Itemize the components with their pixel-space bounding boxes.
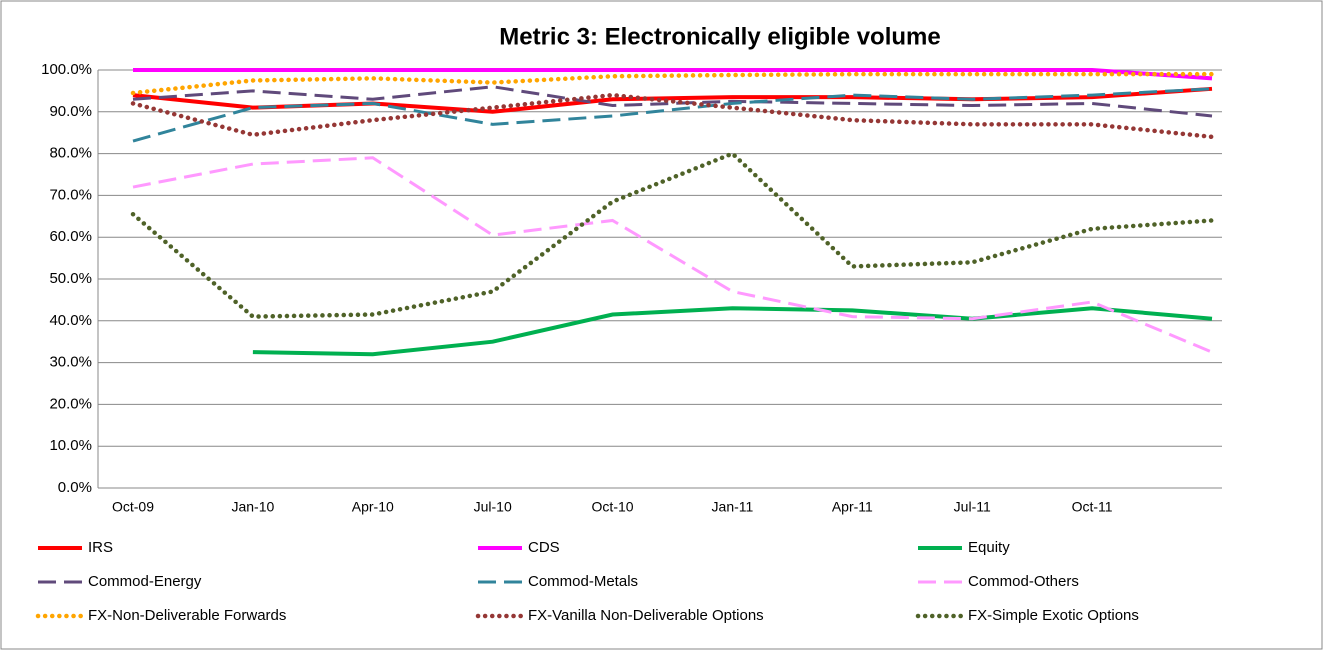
x-tick-label: Jan-11	[712, 499, 754, 515]
series-line	[133, 68, 1213, 81]
y-tick-label: 100.0%	[41, 61, 92, 78]
legend-label: Commod-Metals	[528, 573, 638, 590]
series-line	[132, 87, 1213, 143]
series-line	[132, 156, 1213, 354]
legend-label: FX-Non-Deliverable Forwards	[88, 607, 286, 624]
legend-label: Commod-Energy	[88, 573, 202, 590]
legend-label: Equity	[968, 539, 1010, 556]
y-tick-label: 60.0%	[49, 228, 92, 245]
y-tick-label: 50.0%	[49, 270, 92, 287]
x-tick-label: Jul-11	[954, 499, 991, 515]
x-tick-label: Jan-10	[231, 499, 274, 515]
y-tick-label: 0.0%	[58, 479, 92, 496]
x-tick-label: Jul-10	[474, 499, 512, 515]
legend-label: FX-Vanilla Non-Deliverable Options	[528, 607, 764, 624]
y-tick-label: 80.0%	[49, 145, 92, 162]
legend-label: CDS	[528, 539, 560, 556]
chart-title: Metric 3: Electronically eligible volume	[499, 23, 940, 50]
legend-label: Commod-Others	[968, 573, 1079, 590]
y-tick-label: 70.0%	[49, 186, 92, 203]
series-line	[130, 71, 1215, 96]
x-tick-label: Oct-09	[112, 499, 154, 515]
y-tick-label: 20.0%	[49, 395, 92, 412]
series-line	[132, 85, 1213, 118]
y-tick-label: 40.0%	[49, 312, 92, 329]
series-line	[252, 306, 1213, 357]
x-tick-label: Apr-10	[352, 499, 394, 515]
y-tick-label: 10.0%	[49, 437, 92, 454]
y-tick-label: 30.0%	[49, 354, 92, 371]
x-tick-label: Oct-11	[1072, 499, 1113, 515]
x-tick-label: Apr-11	[832, 499, 873, 515]
x-tick-label: Oct-10	[592, 499, 634, 515]
legend-label: IRS	[88, 539, 113, 556]
legend-label: FX-Simple Exotic Options	[968, 607, 1139, 624]
y-tick-label: 90.0%	[49, 103, 92, 120]
series-line	[130, 92, 1215, 140]
